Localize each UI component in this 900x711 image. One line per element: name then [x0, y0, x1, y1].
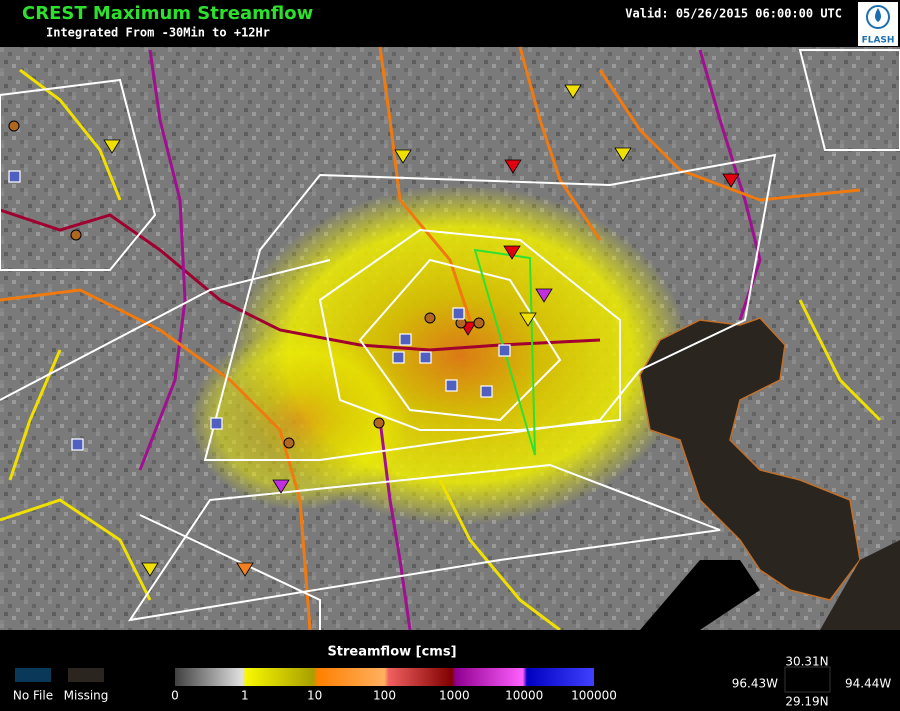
logo: FLASH	[858, 2, 898, 46]
color-bar	[175, 668, 594, 686]
legend-tick-label: 10000	[505, 689, 543, 703]
no-file-label: No File	[13, 689, 53, 703]
legend-tick-label: 100	[373, 689, 396, 703]
south-bound: 29.19N	[785, 695, 828, 709]
north-bound: 30.31N	[785, 655, 828, 669]
no-file-swatch	[15, 668, 51, 682]
header	[0, 0, 900, 47]
logo-text: FLASH	[862, 36, 895, 46]
bounds-box	[784, 666, 831, 693]
legend-title: Streamflow [cms]	[327, 645, 456, 660]
legend-tick-label: 10	[307, 689, 322, 703]
legend-tick-label: 0	[171, 689, 179, 703]
legend-tick-label: 1	[241, 689, 249, 703]
legend-tick-label: 1000	[439, 689, 470, 703]
subtitle: Integrated From -30Min to +12Hr	[46, 26, 270, 40]
map	[0, 46, 900, 632]
legend-ticks: 0 1 10 100 1000 10000 100000	[171, 689, 617, 703]
west-bound: 96.43W	[732, 677, 778, 691]
missing-swatch	[68, 668, 104, 682]
legend-tick-label: 100000	[571, 689, 617, 703]
valid-time: Valid: 05/26/2015 06:00:00 UTC	[625, 7, 842, 21]
east-bound: 94.44W	[845, 677, 891, 691]
title: CREST Maximum Streamflow	[22, 3, 313, 24]
missing-label: Missing	[64, 689, 109, 703]
